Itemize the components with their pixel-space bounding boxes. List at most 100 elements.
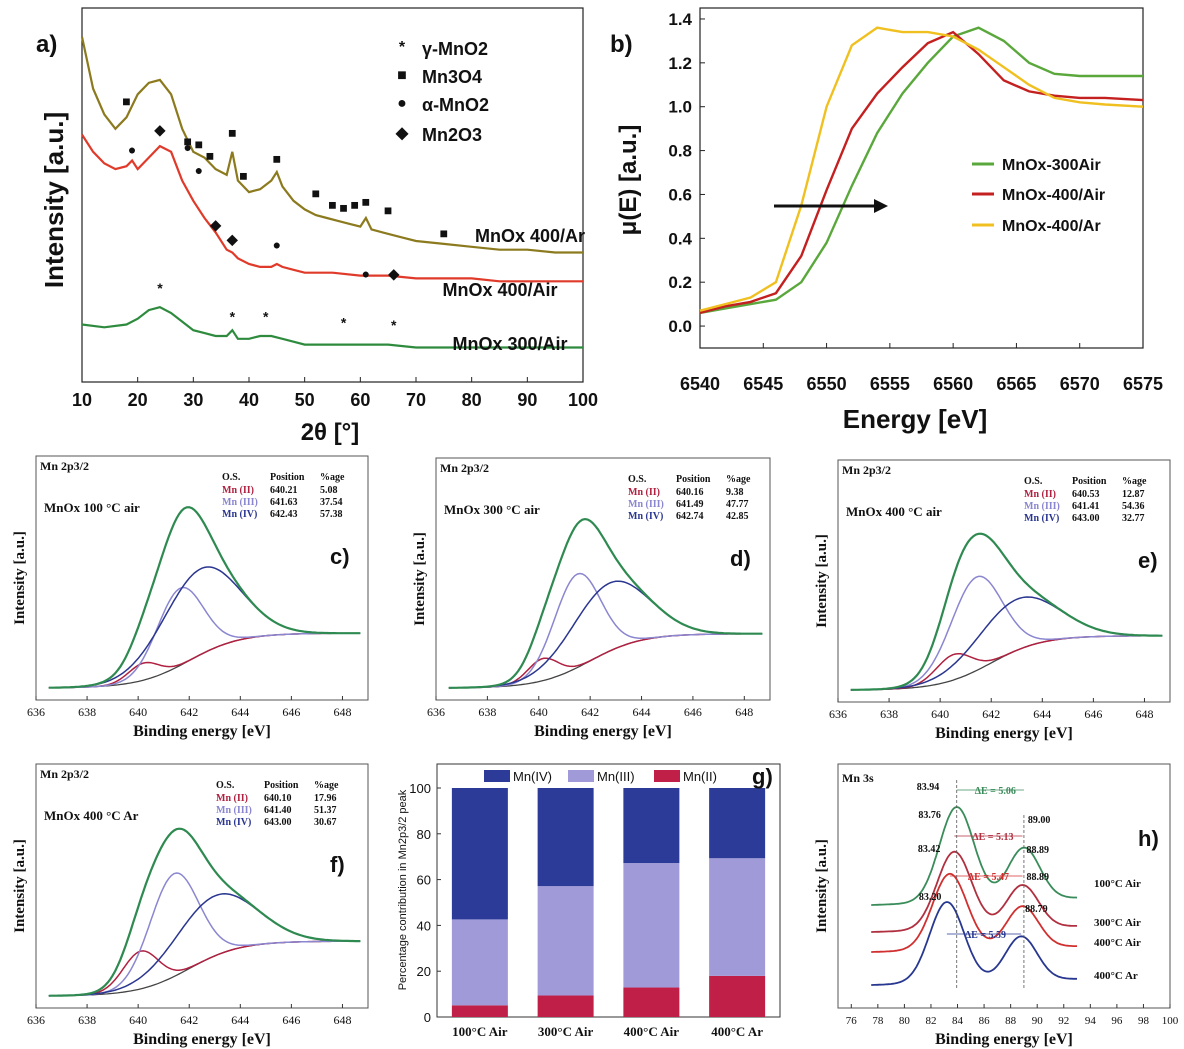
y-tick-label: 0 xyxy=(424,1010,431,1025)
bar-segment xyxy=(709,788,766,859)
y-tick-label: 40 xyxy=(417,918,431,933)
legend-symbol: * xyxy=(399,39,406,56)
legend-symbol: ■ xyxy=(397,67,407,84)
phase-marker: ■ xyxy=(122,93,130,109)
x-tick-label: 636 xyxy=(27,1013,45,1027)
legend-symbol: ● xyxy=(397,95,407,112)
plot-frame xyxy=(837,459,1171,703)
table-header: O.S. xyxy=(1024,476,1043,487)
x-tick-label: 6540 xyxy=(680,374,720,394)
x-tick-label: 638 xyxy=(478,705,496,719)
table-cell: Mn (II) xyxy=(628,487,660,498)
phase-marker: ● xyxy=(362,265,370,281)
peak-label: 83.76 xyxy=(918,810,941,821)
panel-a: 10 20 30 40 50 60 70 80 90 100 a) Intensity [a.u.] 2… xyxy=(36,7,598,446)
peak-label: 83.94 xyxy=(917,782,940,793)
table-cell: 641.41 xyxy=(1072,501,1100,512)
series-line xyxy=(81,134,583,283)
series-line xyxy=(699,30,1144,315)
series-line xyxy=(80,36,583,254)
x-tick-label: 640 xyxy=(129,1013,147,1027)
series-line xyxy=(871,850,1077,933)
phase-marker: ■ xyxy=(312,185,320,201)
series-line xyxy=(871,806,1078,906)
series-line xyxy=(871,872,1077,953)
peak-label: 88.79 xyxy=(1025,904,1048,915)
table-cell: 640.16 xyxy=(676,487,704,498)
phase-marker: * xyxy=(391,317,397,333)
panel-label: c) xyxy=(330,544,350,569)
phase-marker: ■ xyxy=(440,225,448,241)
y-tick-label: 1.4 xyxy=(668,10,692,29)
plot-frame xyxy=(699,7,1144,349)
table-cell: 640.21 xyxy=(270,485,298,496)
delta-label: ΔE = 5.47 xyxy=(968,872,1009,883)
bar-segment xyxy=(451,788,508,920)
sample-label: MnOx 100 °C air xyxy=(44,500,140,515)
sample-label: MnOx 300 °C air xyxy=(444,502,540,517)
component-line xyxy=(48,566,361,689)
component-line xyxy=(48,586,361,689)
y-tick-label: 1.2 xyxy=(668,54,692,73)
spectrum-header: Mn 2p3/2 xyxy=(40,767,89,781)
x-tick-label: 88 xyxy=(1005,1015,1017,1027)
phase-marker: * xyxy=(263,309,269,325)
x-tick-label: 638 xyxy=(78,1013,96,1027)
component-line xyxy=(48,872,361,997)
table-header: %age xyxy=(1122,476,1147,487)
peak-label: 88.89 xyxy=(1026,872,1049,883)
table-cell: 640.10 xyxy=(264,793,292,804)
panel-e: 636 638 640 642 644 646 648 Mn 2p3/2 MnOx 400 °C… xyxy=(814,459,1171,742)
x-tick-label: 646 xyxy=(684,705,702,719)
x-tick-label: 400°C Air xyxy=(624,1024,680,1039)
y-tick-label: 0.0 xyxy=(668,317,692,336)
x-axis-label: Energy [eV] xyxy=(843,404,988,434)
table-header: O.S. xyxy=(628,474,647,485)
x-tick-label: 646 xyxy=(282,1013,300,1027)
legend-label: MnOx-300Air xyxy=(1002,157,1101,174)
series-line xyxy=(699,26,1144,312)
series-line xyxy=(81,306,583,349)
table-cell: 32.77 xyxy=(1122,513,1145,524)
x-tick-label: 30 xyxy=(183,390,203,410)
table-header: Position xyxy=(1072,476,1107,487)
bar-segment xyxy=(623,863,680,988)
table-cell: Mn (III) xyxy=(216,805,252,816)
bar-segment xyxy=(709,858,766,976)
component-line xyxy=(48,940,361,997)
panel-label: f) xyxy=(330,852,345,877)
y-tick-label: 20 xyxy=(417,964,431,979)
legend-swatch xyxy=(654,770,680,782)
envelope-line xyxy=(448,517,763,689)
table-cell: 47.77 xyxy=(726,499,749,510)
x-tick-label: 638 xyxy=(78,705,96,719)
panel-f: 636 638 640 642 644 646 648 Mn 2p3/2 MnOx 400 °C… xyxy=(12,763,369,1048)
plot-frame xyxy=(436,763,781,1018)
phase-marker: * xyxy=(157,280,163,296)
table-cell: 51.37 xyxy=(314,805,337,816)
y-tick-label: 0.4 xyxy=(668,229,692,248)
table-header: %age xyxy=(726,474,751,485)
x-axis-label: Binding energy [eV] xyxy=(935,1031,1073,1048)
phase-marker: ■ xyxy=(228,124,236,140)
x-tick-label: 640 xyxy=(530,705,548,719)
legend-label: Mn(II) xyxy=(683,769,717,784)
y-tick-label: 80 xyxy=(417,827,431,842)
phase-marker: ■ xyxy=(384,202,392,218)
x-tick-label: 6575 xyxy=(1123,374,1163,394)
background-line xyxy=(850,635,1163,691)
x-tick-label: 400°C Ar xyxy=(711,1024,763,1039)
series-label: 400°C Air xyxy=(1094,937,1141,949)
raw-data-line xyxy=(48,828,361,997)
shift-arrow-head xyxy=(874,199,888,213)
panel-h: 76 78 80 82 84 86 88 90 92 94 96 98 100 100°C Air 83.9… xyxy=(814,763,1179,1048)
x-tick-label: 90 xyxy=(517,390,537,410)
peak-label: 83.20 xyxy=(919,892,942,903)
panel-label: g) xyxy=(752,764,773,789)
x-tick-label: 20 xyxy=(128,390,148,410)
x-tick-label: 640 xyxy=(129,705,147,719)
table-cell: 643.00 xyxy=(264,817,292,828)
phase-marker: ■ xyxy=(239,168,247,184)
phase-marker: * xyxy=(230,309,236,325)
table-cell: 642.74 xyxy=(676,511,704,522)
